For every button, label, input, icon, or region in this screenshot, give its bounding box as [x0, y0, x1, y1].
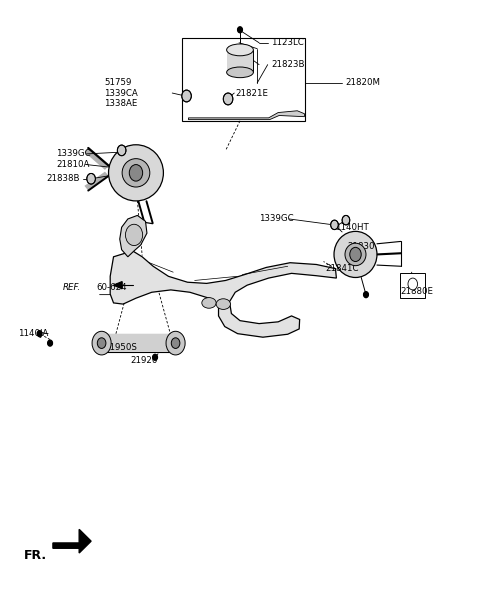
Circle shape [92, 331, 111, 355]
Circle shape [171, 338, 180, 349]
Ellipse shape [227, 44, 253, 56]
Text: 60-624: 60-624 [97, 283, 128, 292]
Ellipse shape [345, 243, 366, 266]
Text: 21838B: 21838B [47, 174, 80, 184]
Ellipse shape [216, 299, 230, 309]
Circle shape [408, 278, 418, 290]
Circle shape [153, 355, 157, 360]
Circle shape [166, 331, 185, 355]
Ellipse shape [122, 159, 150, 187]
Circle shape [342, 216, 350, 225]
Text: REF.: REF. [62, 283, 81, 292]
Text: 21920: 21920 [130, 356, 157, 365]
Bar [102, 334, 176, 352]
Ellipse shape [227, 67, 253, 78]
Ellipse shape [108, 145, 163, 201]
Text: 21830: 21830 [348, 242, 375, 251]
Text: 21823B: 21823B [271, 60, 304, 69]
Text: 21821E: 21821E [235, 89, 268, 97]
Bar [182, 38, 305, 121]
Circle shape [223, 93, 233, 105]
Text: 21880E: 21880E [400, 286, 433, 296]
Text: 1339CA: 1339CA [104, 89, 138, 97]
Polygon shape [120, 216, 147, 257]
Text: 51759: 51759 [104, 78, 132, 87]
Bar [400, 273, 425, 298]
Text: 1123LC: 1123LC [271, 38, 304, 48]
Circle shape [97, 338, 106, 349]
Circle shape [48, 340, 52, 346]
Text: 21810A: 21810A [56, 160, 90, 169]
Text: 1339GC: 1339GC [259, 214, 294, 223]
Circle shape [129, 165, 143, 181]
Bar [227, 50, 253, 72]
Polygon shape [189, 110, 304, 119]
Text: 21950S: 21950S [104, 343, 137, 352]
Text: 1339GC: 1339GC [56, 150, 91, 159]
Circle shape [182, 90, 192, 102]
Polygon shape [84, 148, 109, 170]
Text: 1140JA: 1140JA [18, 329, 48, 338]
Text: FR.: FR. [24, 549, 48, 563]
Text: 21841C: 21841C [325, 264, 359, 273]
Ellipse shape [202, 298, 216, 308]
Text: 21820M: 21820M [345, 78, 380, 87]
Circle shape [117, 145, 126, 156]
Circle shape [350, 247, 361, 261]
Polygon shape [114, 282, 122, 289]
Circle shape [364, 292, 368, 298]
Polygon shape [53, 529, 91, 553]
Polygon shape [110, 251, 336, 337]
Circle shape [87, 173, 96, 184]
Circle shape [331, 220, 338, 230]
Polygon shape [84, 172, 109, 191]
Text: 1140HT: 1140HT [336, 223, 369, 232]
Text: 1338AE: 1338AE [104, 99, 137, 108]
Ellipse shape [334, 232, 377, 277]
Circle shape [238, 27, 242, 33]
Circle shape [125, 225, 143, 245]
Circle shape [37, 331, 42, 337]
